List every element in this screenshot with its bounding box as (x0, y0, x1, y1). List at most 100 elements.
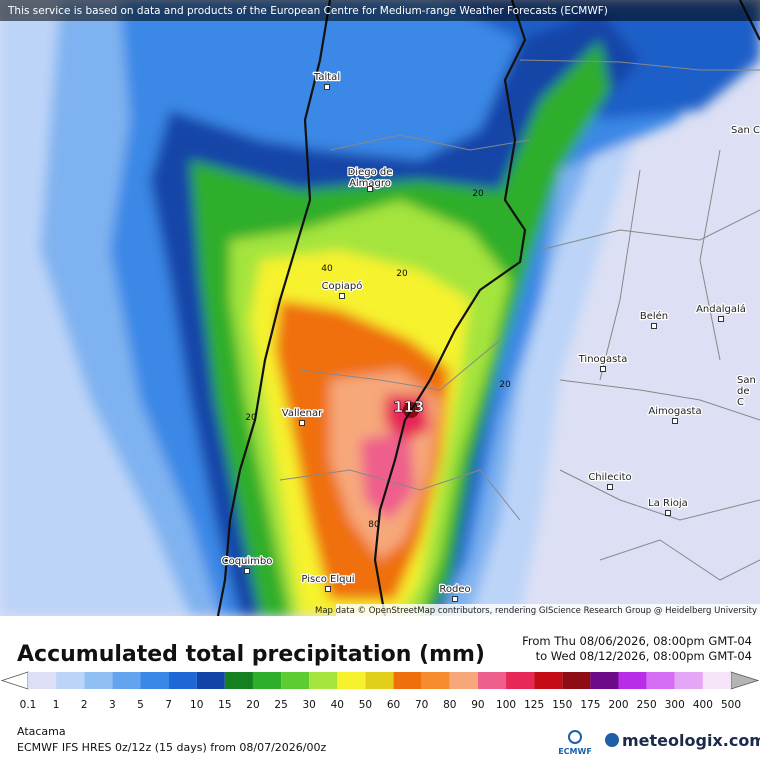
legend-swatch (534, 672, 563, 689)
legend-level: 25 (274, 699, 287, 711)
legend-swatch (28, 672, 57, 689)
map-credit: Map data © OpenStreetMap contributors, r… (315, 606, 757, 616)
legend-level: 15 (218, 699, 231, 711)
legend-swatch (140, 672, 169, 689)
title: Accumulated total precipitation (mm) (17, 642, 485, 667)
legend-level: 250 (637, 699, 657, 711)
legend-level: 100 (496, 699, 516, 711)
legend-level: 20 (246, 699, 259, 711)
legend-level: 400 (693, 699, 713, 711)
legend-swatch (365, 672, 394, 689)
legend-swatch (562, 672, 591, 689)
place-marker (600, 366, 606, 372)
place-label: Belén (640, 310, 668, 322)
legend-level: 500 (721, 699, 741, 711)
legend: 0.1 1 2 3 5 7 10 15 20 25 30 40 50 60 70 80 90 100 125 150 1… (0, 671, 760, 711)
legend-swatch (252, 672, 282, 689)
contour-label: 80 (368, 520, 380, 530)
place-label: Almagro (349, 178, 391, 189)
service-notice: This service is based on data and produc… (7, 5, 608, 17)
place-marker (672, 418, 678, 424)
legend-swatch (112, 672, 141, 689)
place-label: San (737, 375, 756, 386)
region: Atacama (17, 725, 66, 738)
place-marker (665, 510, 671, 516)
place-label: Copiapó (322, 280, 363, 292)
meteologix-logo: meteologix.com (605, 731, 760, 750)
place-label: Diego de (348, 167, 393, 178)
place-label: Rodeo (439, 584, 470, 595)
legend-level: 200 (608, 699, 628, 711)
legend-swatch (674, 672, 703, 689)
legend-swatch (281, 672, 310, 689)
place-label: La Rioja (648, 498, 688, 509)
legend-level: 90 (471, 699, 484, 711)
legend-swatch (56, 672, 85, 689)
place-marker (325, 586, 331, 592)
legend-swatch (84, 672, 113, 689)
legend-swatch (224, 672, 253, 689)
contour-label: 20 (499, 380, 511, 390)
period-from: From Thu 08/06/2026, 08:00pm GMT-04 (522, 634, 752, 648)
meteologix-text: meteologix.com (622, 731, 760, 750)
legend-swatch (506, 672, 535, 689)
legend-level: 70 (415, 699, 428, 711)
contour-labels: 40 20 20 20 20 80 (245, 189, 511, 530)
place-label: Taltal (313, 72, 340, 83)
legend-arrow-low (0, 671, 29, 690)
legend-swatch (590, 672, 619, 689)
place-marker (607, 484, 613, 490)
contour-label: 20 (245, 413, 257, 423)
place-label: San C (731, 125, 760, 136)
place-marker (718, 316, 724, 322)
legend-swatch (421, 672, 450, 689)
legend-level: 30 (303, 699, 316, 711)
model-info: ECMWF IFS HRES 0z/12z (15 days) from 08/… (17, 741, 327, 754)
legend-arrow-high (730, 671, 760, 690)
legend-swatch (618, 672, 647, 689)
legend-level: 5 (137, 699, 144, 711)
place-label: de (737, 386, 750, 397)
contour-label: 20 (472, 189, 484, 199)
place-label: Andalgalá (696, 303, 746, 315)
legend-level: 50 (359, 699, 372, 711)
place-label: Coquimbo (222, 556, 273, 567)
place-label: Chilecito (588, 472, 631, 483)
legend-level: 1 (53, 699, 60, 711)
max-label: 113 (393, 398, 424, 416)
legend-swatch (393, 672, 422, 689)
legend-level: 80 (443, 699, 456, 711)
legend-level: 40 (331, 699, 344, 711)
place-label: Vallenar (282, 408, 323, 419)
legend-swatch (449, 672, 478, 689)
legend-swatch (702, 672, 731, 689)
contour-label: 40 (321, 264, 333, 274)
place-marker (244, 568, 250, 574)
legend-level: 125 (524, 699, 544, 711)
place-marker (367, 186, 373, 192)
legend-level: 175 (580, 699, 600, 711)
place-label: Tinogasta (578, 354, 628, 365)
legend-swatch (196, 672, 225, 689)
legend-swatch (477, 672, 507, 689)
ecmwf-text: ECMWF (558, 747, 592, 756)
place-label: Pisco Elqui (301, 574, 354, 585)
legend-swatch (168, 672, 197, 689)
legend-level: 150 (552, 699, 572, 711)
map: This service is based on data and produc… (0, 0, 760, 616)
ecmwf-logo: ECMWF (558, 730, 592, 756)
place-marker (651, 323, 657, 329)
place-marker (452, 596, 458, 602)
place-marker (299, 420, 305, 426)
legend-level: 2 (81, 699, 88, 711)
place-marker (339, 293, 345, 299)
legend-swatch (646, 672, 675, 689)
legend-level: 60 (387, 699, 400, 711)
legend-level: 0.1 (20, 699, 37, 711)
period-to: to Wed 08/12/2026, 08:00pm GMT-04 (536, 649, 752, 663)
legend-level: 10 (190, 699, 203, 711)
place-marker (324, 84, 330, 90)
place-label: C (737, 397, 744, 408)
